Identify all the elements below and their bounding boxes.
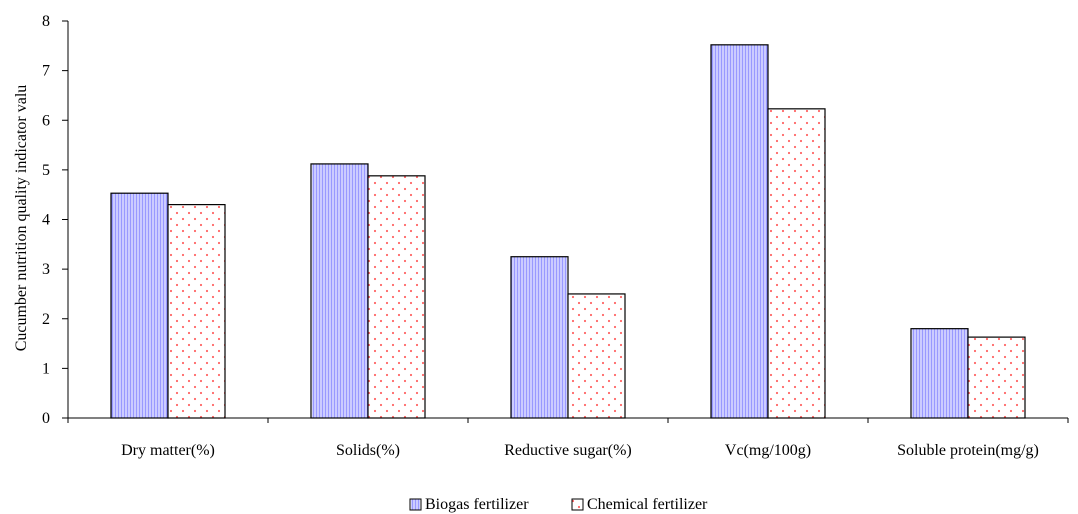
y-tick-label: 6 (42, 112, 50, 129)
y-tick-label: 7 (42, 63, 50, 80)
y-tick-label: 4 (42, 212, 50, 229)
x-category-label: Reductive sugar(%) (504, 442, 632, 459)
y-axis-title-group: Cucumber nutrition quality indicator val… (13, 85, 30, 352)
bar-biogas (110, 192, 169, 419)
legend-swatch-biogas (409, 498, 422, 511)
y-tick-label: 8 (42, 13, 50, 30)
bar-biogas (310, 163, 369, 419)
legend-label-biogas: Biogas fertilizer (425, 496, 529, 513)
x-category-label: Vc(mg/100g) (725, 442, 811, 459)
bar-chemical (967, 336, 1026, 419)
y-tick-label: 1 (42, 360, 50, 377)
plot-area: 0 1 2 3 4 5 6 7 8 Dry matter(%) Solids(%) Reductive… (42, 13, 1069, 459)
bar-chemical (567, 293, 626, 419)
legend-swatch-chemical (571, 498, 584, 511)
x-category-label: Solids(%) (336, 442, 400, 459)
y-tick-label: 0 (42, 410, 50, 427)
bar-biogas (710, 44, 769, 419)
y-axis-title: Cucumber nutrition quality indicator val… (13, 85, 30, 352)
bar-chemical (367, 175, 426, 419)
bar-biogas (910, 328, 969, 419)
y-tick-label: 5 (42, 162, 50, 179)
x-category-label: Soluble protein(mg/g) (897, 442, 1039, 459)
y-tick-label: 2 (42, 311, 50, 328)
legend: Biogas fertilizer Chemical fertilizer (409, 496, 708, 513)
bar-biogas (510, 256, 569, 419)
bar-chemical (167, 204, 226, 419)
x-category-label: Dry matter(%) (121, 442, 215, 459)
legend-label-chemical: Chemical fertilizer (587, 496, 708, 513)
bar-chemical (767, 108, 826, 419)
y-tick-label: 3 (42, 261, 50, 278)
